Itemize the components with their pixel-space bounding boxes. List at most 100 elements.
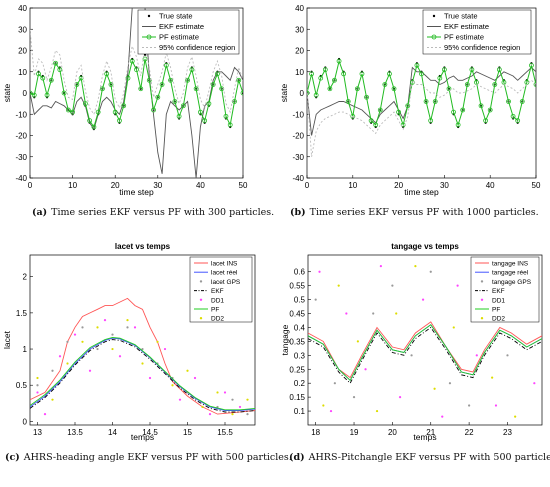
series-pf-estimate-marker [236, 77, 242, 83]
x-tick-label: 22 [465, 428, 474, 437]
series-group [307, 57, 536, 157]
series-dd1-point [364, 368, 367, 371]
legend-label: lacet INS [211, 261, 238, 268]
series-pf-estimate-marker [364, 94, 369, 100]
chart-c: lacet vs temps 13 13.5 14 14.5 15 15.5 2 1.5 1 0.5… [2, 242, 292, 463]
x-tick-label: 14.5 [142, 428, 158, 437]
series-dd1-point [441, 415, 444, 418]
x-tick-label: 13.5 [67, 428, 83, 437]
series-pf-estimate-marker [163, 62, 169, 68]
series-pf-estimate-marker [91, 124, 97, 130]
legend-swatch [199, 317, 203, 320]
series-lacet-gps-point [66, 340, 69, 343]
series-pf-estimate-marker [142, 56, 148, 62]
y-tick-label: 20 [18, 47, 27, 56]
legend-swatch [147, 14, 151, 18]
series-lacet-gps-point [141, 347, 144, 351]
series-lacet-gps-point [36, 384, 39, 387]
legend-label: 95% confidence region [444, 43, 520, 52]
y-tick-label: 10 [295, 68, 304, 77]
series-tangage-gps-point [352, 396, 356, 399]
series-pf-estimate-marker [441, 67, 447, 73]
series-pf-estimate-marker [82, 101, 88, 107]
series-dd1-point [494, 404, 498, 407]
series-lacet-gps-point [111, 333, 114, 336]
series-pf-estimate-marker [336, 58, 342, 64]
series-pf-estimate-marker [40, 75, 46, 81]
series-pf-estimate-marker [529, 62, 534, 68]
caption-text: Time series EKF versus PF with 300 parti… [51, 207, 274, 218]
y-axis-label: tangage [280, 324, 290, 355]
series-dd1-point [456, 284, 459, 287]
series-pf-estimate-marker [396, 109, 402, 115]
series-pf-estimate-marker [44, 92, 50, 98]
x-tick-label: 0 [305, 181, 310, 190]
series-pf-estimate-marker [368, 118, 374, 124]
legend-box [189, 256, 253, 323]
y-tick-label: -30 [15, 153, 27, 162]
caption-label: (c) [5, 452, 20, 463]
series-dd1-point [36, 391, 39, 394]
series-pf-estimate-marker [70, 109, 75, 115]
series-pf-estimate-marker [437, 75, 443, 81]
series-pf-estimate-marker [87, 118, 93, 124]
x-tick-label: 23 [503, 428, 512, 437]
legend-box [470, 256, 540, 323]
series-ekf-line [30, 339, 255, 413]
series-dd2-point [356, 340, 359, 343]
y-tick-label: -20 [15, 132, 27, 141]
series-pf-estimate-marker [423, 99, 429, 104]
chart-a: 0 10 20 30 40 50 40 30 20 10 0 -10 -20 -30 -40 time ste… [2, 4, 274, 218]
series-dd2-point [141, 362, 144, 365]
series-dd2-point [337, 284, 340, 287]
series-pf-estimate-line [307, 59, 536, 127]
series-pf-estimate-marker [309, 71, 314, 77]
y-tick-label: 0.25 [289, 365, 305, 374]
series-dd2-point [322, 404, 325, 407]
series-dd1-point [148, 376, 152, 380]
x-tick-label: 40 [486, 181, 495, 190]
series-pf-estimate-marker [322, 67, 328, 73]
legend-swatch [480, 317, 484, 320]
y-tick-label: 30 [295, 25, 304, 34]
y-tick-label: 10 [18, 68, 27, 77]
series-pf-estimate-marker [432, 99, 438, 104]
series-dd1-point [318, 270, 321, 273]
series-dd2-point [36, 376, 39, 380]
series-pf-estimate-marker [176, 113, 182, 119]
y-tick-label: 0 [300, 89, 305, 98]
y-tick-label: 0.6 [294, 268, 306, 277]
caption-label: (a) [32, 207, 47, 218]
series-dd1-point [223, 391, 227, 394]
series-pf-estimate-marker [469, 67, 475, 73]
legend-label: DD1 [492, 297, 505, 304]
legend-label: PF estimate [159, 33, 199, 42]
caption-text: AHRS-Pitchangle EKF versus PF with 500 p… [308, 452, 550, 463]
series-group [30, 8, 243, 178]
series-pf-estimate-marker [53, 60, 58, 66]
series-pf-estimate-marker [483, 118, 489, 124]
series-pf-estimate-marker [478, 103, 484, 109]
series-pf-estimate-marker [112, 109, 118, 115]
series-pf-estimate-marker [134, 67, 139, 73]
series-dd1-point [238, 405, 242, 409]
series-tangage-gps-point [333, 382, 336, 385]
series-dd2-point [156, 340, 159, 343]
x-axis-label: time step [119, 187, 154, 197]
x-tick-label: 40 [196, 181, 205, 190]
series-dd2-point [51, 398, 54, 401]
series-pf-estimate-marker [129, 58, 135, 64]
x-axis-label: temps [413, 432, 436, 442]
series-pf-estimate-marker [223, 113, 229, 119]
series-pf-estimate-marker [104, 71, 110, 77]
y-tick-label: 0.5 [16, 381, 28, 390]
series-dd2-point [171, 384, 174, 387]
y-tick-label: -20 [292, 132, 304, 141]
y-tick-label: 0.15 [289, 393, 305, 402]
y-tick-label: 1 [23, 345, 28, 354]
series-group [30, 297, 255, 416]
series-pf-estimate-marker [460, 107, 466, 113]
series-pf-estimate-marker [48, 77, 54, 83]
x-tick-label: 18 [311, 428, 320, 437]
